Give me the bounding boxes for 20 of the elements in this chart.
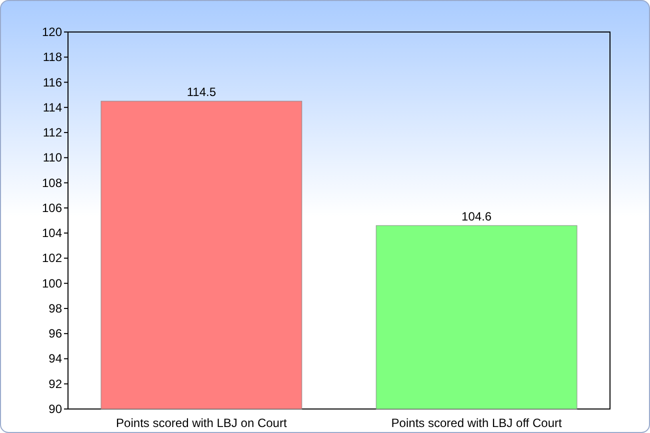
y-tick-label: 116: [42, 75, 62, 90]
y-tick-label: 110: [42, 150, 62, 165]
x-tick-label: Points scored with LBJ on Court: [116, 416, 288, 430]
y-tick-label: 102: [42, 251, 62, 266]
y-tick-label: 118: [42, 50, 62, 64]
y-tick-label: 96: [48, 326, 62, 341]
y-tick-label: 112: [42, 126, 62, 140]
y-tick-label: 104: [42, 226, 62, 240]
y-tick-label: 106: [42, 200, 62, 215]
y-tick-label: 100: [42, 276, 62, 290]
y-tick-label: 108: [42, 176, 62, 190]
y-tick-label: 92: [48, 376, 62, 391]
data-label: 104.6: [462, 210, 492, 224]
x-tick-label: Points scored with LBJ off Court: [391, 416, 562, 430]
data-label: 114.5: [186, 85, 216, 100]
y-tick-label: 120: [42, 25, 62, 39]
y-tick-label: 98: [48, 301, 62, 316]
y-tick-label: 90: [48, 402, 62, 416]
y-tick-label: 94: [48, 352, 62, 366]
y-tick-label: 114: [42, 100, 62, 114]
